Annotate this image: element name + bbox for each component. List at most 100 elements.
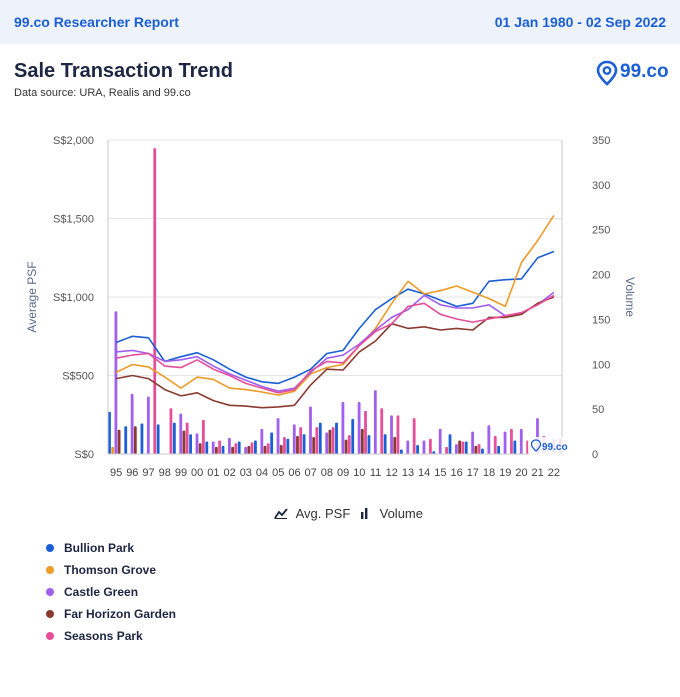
volume-bar [179,413,183,454]
volume-bar [367,435,371,454]
volume-bar [416,445,419,454]
volume-bar [234,443,238,454]
volume-bar [169,408,173,454]
location-pin-icon [596,60,618,86]
report-header: 99.co Researcher Report 01 Jan 1980 - 02… [0,0,680,44]
y2-tick-label: 100 [592,359,610,371]
y2-tick-label: 350 [592,135,610,147]
date-range: 01 Jan 1980 - 02 Sep 2022 [494,14,666,30]
series-color-dot [46,566,54,574]
legend-volume-label: Volume [379,506,423,521]
volume-bar [428,438,432,454]
volume-bar [266,443,270,454]
volume-bar [218,440,221,454]
data-source: Data source: URA, Realis and 99.co [14,87,191,99]
volume-bar [172,422,176,454]
sale-transaction-chart: S$0S$500S$1,000S$1,500S$2,00005010015020… [25,135,637,479]
x-tick-label: 98 [159,467,171,479]
chart-grid [108,139,562,455]
volume-bar [182,430,186,454]
x-tick-label: 21 [532,467,544,479]
volume-bar [247,445,251,454]
volume-bar [292,424,296,454]
watermark-text: 99.co [542,442,568,453]
volume-bar [140,423,144,454]
volume-bar [270,432,274,454]
x-tick-label: 06 [288,467,300,479]
x-tick-label: 22 [548,467,560,479]
legend-volume[interactable]: Volume [360,506,423,521]
volume-bar [497,445,501,454]
chart-watermark: 99.co [528,437,568,455]
x-tick-label: 15 [434,467,446,479]
x-tick-label: 97 [142,467,154,479]
volume-bar [185,422,189,454]
volume-bar [296,436,299,454]
volume-bar [406,440,410,454]
watermark-background [528,437,568,455]
volume-bar [335,422,338,454]
line-chart-icon [274,508,288,519]
volume-bar [221,445,225,454]
volume-bar [108,411,111,454]
volume-bar [302,434,306,454]
volume-bar [412,418,416,454]
legend-avg-psf[interactable]: Avg. PSF [274,506,350,521]
x-tick-label: 00 [191,467,203,479]
x-tick-label: 20 [515,467,527,479]
volume-bar [455,444,458,454]
y2-axis-title: Volume [623,277,637,317]
series-name: Bullion Park [64,541,135,555]
x-tick-label: 07 [305,467,317,479]
x-tick-label: 08 [321,467,333,479]
volume-bar [325,432,329,454]
volume-bar [214,446,218,454]
series-color-dot [46,544,54,552]
y-tick-label: S$0 [74,449,94,461]
psf-line [116,291,555,393]
x-tick-label: 96 [126,467,138,479]
volume-bar [477,444,481,454]
volume-bar [432,451,436,454]
y2-tick-label: 250 [592,225,610,237]
volume-bar [493,436,497,454]
x-tick-label: 02 [223,467,235,479]
y-axis-title: Average PSF [25,261,39,332]
volume-bar [341,401,345,454]
y2-tick-label: 150 [592,314,610,326]
volume-bar [231,446,235,454]
volume-bar [471,431,475,454]
x-tick-label: 99 [175,467,187,479]
volume-bar [393,436,397,454]
volume-bar [383,434,387,454]
series-name: Seasons Park [64,629,143,643]
volume-bar [111,446,115,454]
volume-bar [458,440,462,454]
volume-bar [331,427,335,454]
volume-bar [399,449,403,454]
chart-title: Sale Transaction Trend [14,60,233,82]
volume-bar [481,448,484,454]
y2-tick-label: 200 [592,270,610,282]
volume-bar [198,443,202,454]
volume-bar [312,436,316,454]
logo-text: 99.co [620,61,669,82]
volume-bar [153,148,157,454]
series-color-dot [46,610,54,618]
x-tick-label: 17 [467,467,479,479]
series-name: Far Horizon Garden [64,607,177,621]
x-tick-label: 03 [240,467,252,479]
x-tick-label: 11 [370,467,381,479]
brand-logo: 99.co [596,60,670,86]
volume-bar [357,401,361,454]
volume-bar [283,436,286,454]
volume-bar [124,426,128,454]
volume-bar [260,428,264,454]
series-color-dot [46,588,54,596]
volume-bar [438,428,442,454]
volume-bar [254,440,257,454]
volume-bar [309,406,312,454]
volume-bar [315,427,319,454]
psf-line [115,214,555,396]
volume-bar [513,440,517,454]
